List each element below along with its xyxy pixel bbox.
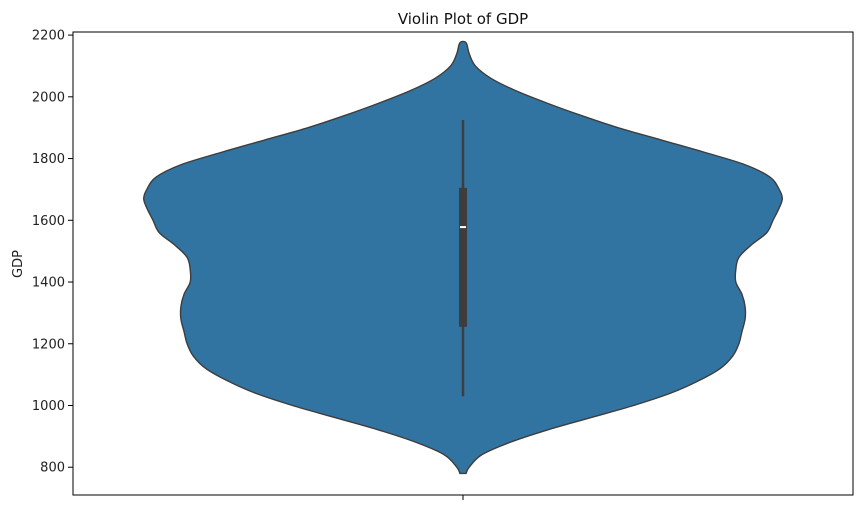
y-tick-label: 1400 (32, 276, 65, 291)
chart-title: Violin Plot of GDP (398, 10, 528, 28)
y-tick-label: 2200 (32, 29, 65, 44)
y-tick-label: 1200 (32, 337, 65, 352)
iqr-box (459, 187, 467, 327)
y-axis-label: GDP (11, 250, 26, 278)
y-tick-label: 1800 (32, 152, 65, 167)
y-tick-label: 1600 (32, 214, 65, 229)
plot-area (142, 40, 784, 475)
y-tick-label: 800 (40, 461, 65, 476)
y-tick-label: 2000 (32, 90, 65, 105)
y-axis: 800 1000 1200 1400 1600 1800 2000 2200 (32, 29, 73, 476)
y-tick-label: 1000 (32, 399, 65, 414)
